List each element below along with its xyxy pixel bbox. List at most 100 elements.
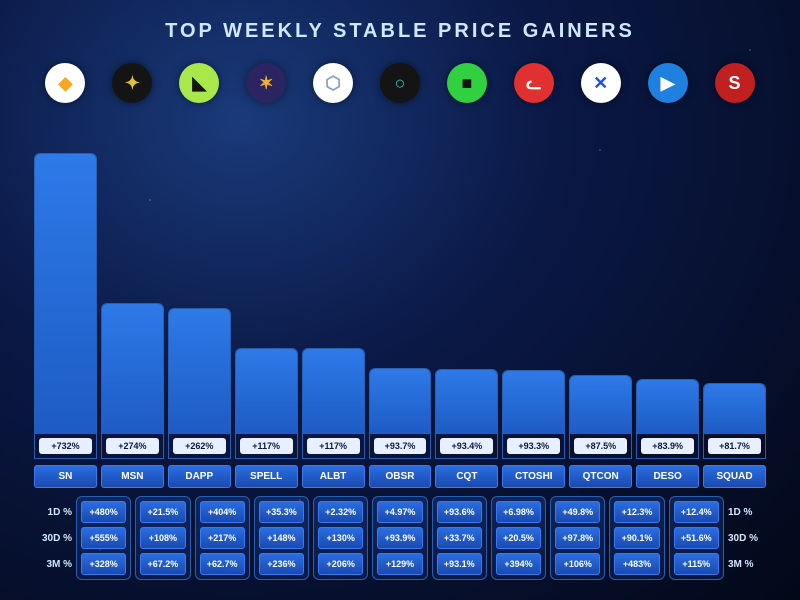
bar — [503, 371, 564, 434]
row-label-30d: 30D % — [34, 527, 72, 549]
bar-wrap: +81.7% — [703, 383, 766, 459]
stats-table: 1D % 30D % 3M % +480%+555%+328%+21.5%+10… — [30, 496, 770, 580]
table-cell: +93.1% — [437, 553, 482, 575]
table-column: +35.3%+148%+236% — [254, 496, 309, 580]
bar — [35, 154, 96, 434]
weekly-pct-badge: +81.7% — [708, 438, 761, 454]
ticker-label: DESO — [636, 465, 699, 488]
weekly-pct-badge: +274% — [106, 438, 159, 454]
chart-column: ◆+732%SN — [34, 63, 97, 488]
table-column: +480%+555%+328% — [76, 496, 131, 580]
token-icon: ◆ — [45, 63, 85, 103]
weekly-pct-badge: +732% — [39, 438, 92, 454]
table-cell: +115% — [674, 553, 719, 575]
weekly-pct-badge: +93.7% — [374, 438, 427, 454]
table-cell: +35.3% — [259, 501, 304, 523]
row-label-3m: 3M % — [34, 553, 72, 575]
table-cell: +33.7% — [437, 527, 482, 549]
row-label-30d-r: 30D % — [728, 527, 766, 549]
bar — [570, 376, 631, 434]
table-cell: +49.8% — [555, 501, 600, 523]
bar-wrap: +117% — [302, 348, 365, 459]
token-icon: ■ — [447, 63, 487, 103]
chart-column: ◣ +262% DAPP — [168, 63, 231, 488]
chart-column: ᓚ +93.3% CTOSHI — [502, 63, 565, 488]
table-cell: +130% — [318, 527, 363, 549]
table-cell: +6.98% — [496, 501, 541, 523]
weekly-pct-badge: +117% — [307, 438, 360, 454]
token-icon: ◣ — [179, 63, 219, 103]
table-column: +4.97%+93.9%+129% — [372, 496, 427, 580]
table-cell: +108% — [140, 527, 185, 549]
ticker-label: SQUAD — [703, 465, 766, 488]
row-label-1d: 1D % — [34, 501, 72, 523]
table-cell: +129% — [377, 553, 422, 575]
table-cell: +97.8% — [555, 527, 600, 549]
token-icon: ✕ — [581, 63, 621, 103]
table-cell: +483% — [614, 553, 659, 575]
token-icon: S — [715, 63, 755, 103]
table-cell: +148% — [259, 527, 304, 549]
table-cell: +51.6% — [674, 527, 719, 549]
row-label-1d-r: 1D % — [728, 501, 766, 523]
bar — [169, 309, 230, 434]
bar-wrap: +93.7% — [369, 368, 432, 459]
chart-column: ✦ +274% MSN — [101, 63, 164, 488]
weekly-pct-badge: +93.3% — [507, 438, 560, 454]
row-labels-right: 1D % 30D % 3M % — [728, 496, 766, 580]
bar-wrap: +274% — [101, 303, 164, 459]
bar-wrap: +262% — [168, 308, 231, 459]
table-cell: +217% — [200, 527, 245, 549]
bar-wrap: +93.4% — [435, 369, 498, 459]
bar-wrap: +117% — [235, 348, 298, 459]
table-cell: +90.1% — [614, 527, 659, 549]
weekly-pct-badge: +117% — [240, 438, 293, 454]
ticker-label: MSN — [101, 465, 164, 488]
token-icon: ⬡ — [313, 63, 353, 103]
table-cell: +555% — [81, 527, 126, 549]
row-labels-left: 1D % 30D % 3M % — [34, 496, 72, 580]
chart-column: ○+93.7%OBSR — [369, 63, 432, 488]
bar — [102, 304, 163, 434]
table-cell: +12.3% — [614, 501, 659, 523]
bar — [704, 384, 765, 434]
token-icon: ᓚ — [514, 63, 554, 103]
table-cell: +206% — [318, 553, 363, 575]
table-cell: +93.6% — [437, 501, 482, 523]
token-icon: ✶ — [246, 63, 286, 103]
table-cell: +93.9% — [377, 527, 422, 549]
bar-wrap: +83.9% — [636, 379, 699, 459]
bar-wrap: +87.5% — [569, 375, 632, 459]
table-column: +12.4% +51.6% +115% — [669, 496, 724, 580]
table-column: +2.32% +130% +206% — [313, 496, 368, 580]
ticker-label: QTCON — [569, 465, 632, 488]
table-column: +404% +217% +62.7% — [195, 496, 250, 580]
table-cell: +394% — [496, 553, 541, 575]
ticker-label: CTOSHI — [502, 465, 565, 488]
token-icon: ▶ — [648, 63, 688, 103]
chart-column: ▶ +83.9% DESO — [636, 63, 699, 488]
ticker-label: DAPP — [168, 465, 231, 488]
table-cell: +67.2% — [140, 553, 185, 575]
chart-column: ✶ +117% SPELL — [235, 63, 298, 488]
bar-chart: ◆+732%SN✦+274%MSN◣+262%DAPP✶+117%SPELL⬡+… — [30, 63, 770, 488]
table-cell: +12.4% — [674, 501, 719, 523]
table-cell: +62.7% — [200, 553, 245, 575]
ticker-label: SPELL — [235, 465, 298, 488]
bar — [637, 380, 698, 434]
token-icon: ✦ — [112, 63, 152, 103]
weekly-pct-badge: +83.9% — [641, 438, 694, 454]
row-label-3m-r: 3M % — [728, 553, 766, 575]
table-column: +6.98%+20.5%+394% — [491, 496, 546, 580]
table-cell: +404% — [200, 501, 245, 523]
table-cell: +2.32% — [318, 501, 363, 523]
table-column: +12.3% +90.1% +483% — [609, 496, 664, 580]
bar — [303, 349, 364, 434]
bar — [436, 370, 497, 434]
weekly-pct-badge: +262% — [173, 438, 226, 454]
ticker-label: OBSR — [369, 465, 432, 488]
weekly-pct-badge: +87.5% — [574, 438, 627, 454]
chart-title: TOP WEEKLY STABLE PRICE GAINERS — [30, 20, 770, 43]
table-column: +49.8%+97.8%+106% — [550, 496, 605, 580]
chart-column: ■+93.4%CQT — [435, 63, 498, 488]
